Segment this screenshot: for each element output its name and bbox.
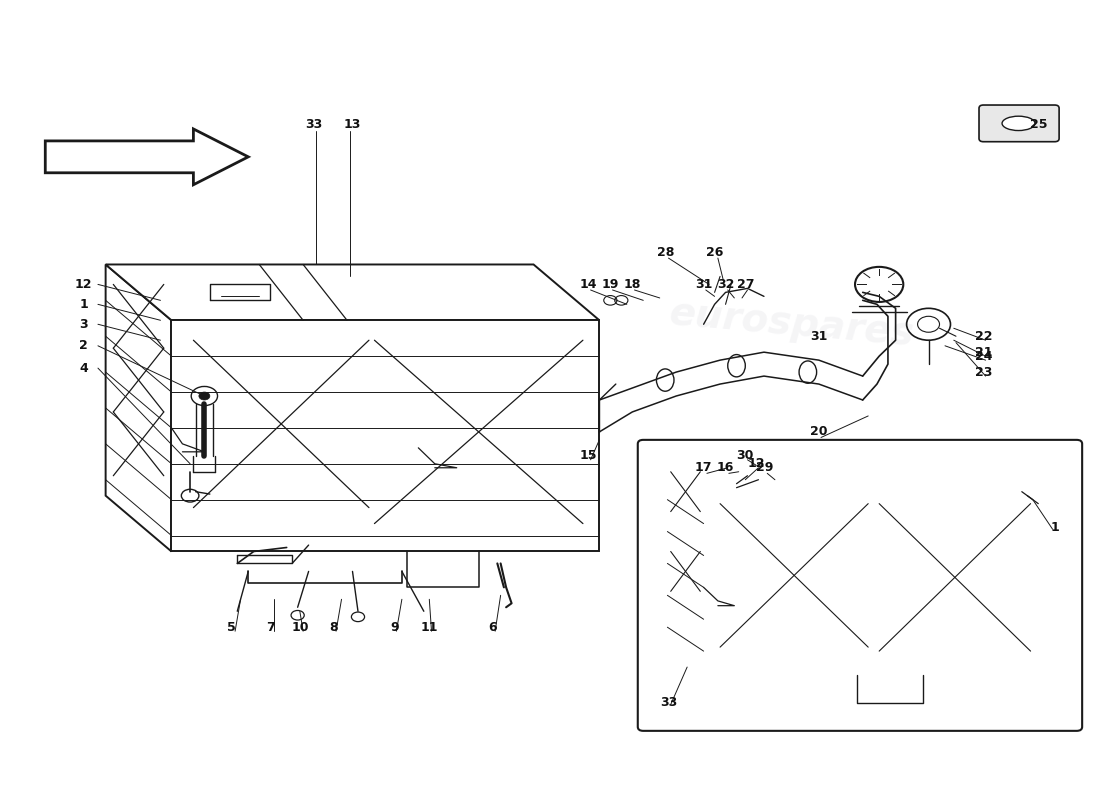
Polygon shape	[668, 468, 1049, 492]
Text: 14: 14	[580, 278, 597, 291]
Text: 6: 6	[488, 621, 497, 634]
Text: 3: 3	[79, 318, 88, 330]
Text: 13: 13	[344, 118, 361, 131]
Text: 31: 31	[810, 330, 827, 342]
Ellipse shape	[1002, 116, 1035, 130]
Text: 1: 1	[79, 298, 88, 311]
Text: 24: 24	[975, 350, 992, 362]
Text: eurospares: eurospares	[668, 294, 915, 354]
Text: 12: 12	[75, 278, 92, 291]
Text: 9: 9	[389, 621, 398, 634]
Text: 4: 4	[79, 362, 88, 374]
Text: 11: 11	[420, 621, 438, 634]
Polygon shape	[704, 492, 1049, 675]
Text: 19: 19	[602, 278, 619, 291]
Polygon shape	[45, 129, 249, 185]
Text: 31: 31	[695, 278, 713, 291]
Text: 29: 29	[757, 462, 773, 474]
Polygon shape	[172, 320, 600, 551]
Text: 10: 10	[292, 621, 309, 634]
Text: 32: 32	[717, 278, 734, 291]
FancyBboxPatch shape	[638, 440, 1082, 731]
Text: 2: 2	[79, 339, 88, 352]
FancyBboxPatch shape	[979, 105, 1059, 142]
Circle shape	[199, 392, 210, 400]
Text: 22: 22	[975, 330, 992, 342]
Text: 12: 12	[748, 458, 764, 470]
Text: 16: 16	[717, 462, 734, 474]
Text: eurospares: eurospares	[119, 294, 366, 354]
Text: 26: 26	[706, 246, 724, 259]
Polygon shape	[106, 265, 600, 320]
Polygon shape	[668, 468, 704, 675]
Text: 5: 5	[228, 621, 236, 634]
Text: 8: 8	[330, 621, 338, 634]
Text: 23: 23	[975, 366, 992, 378]
Text: 7: 7	[266, 621, 275, 634]
Text: 20: 20	[810, 426, 827, 438]
Text: 33: 33	[306, 118, 322, 131]
Text: 33: 33	[660, 697, 678, 710]
Text: 30: 30	[737, 450, 754, 462]
Text: 15: 15	[580, 450, 597, 462]
Text: 17: 17	[695, 462, 713, 474]
Text: 27: 27	[737, 278, 755, 291]
Text: 25: 25	[1030, 118, 1047, 131]
Text: 21: 21	[975, 346, 992, 358]
Polygon shape	[106, 265, 172, 551]
Text: 28: 28	[657, 246, 674, 259]
Text: 1: 1	[1050, 521, 1059, 534]
Text: 18: 18	[624, 278, 641, 291]
